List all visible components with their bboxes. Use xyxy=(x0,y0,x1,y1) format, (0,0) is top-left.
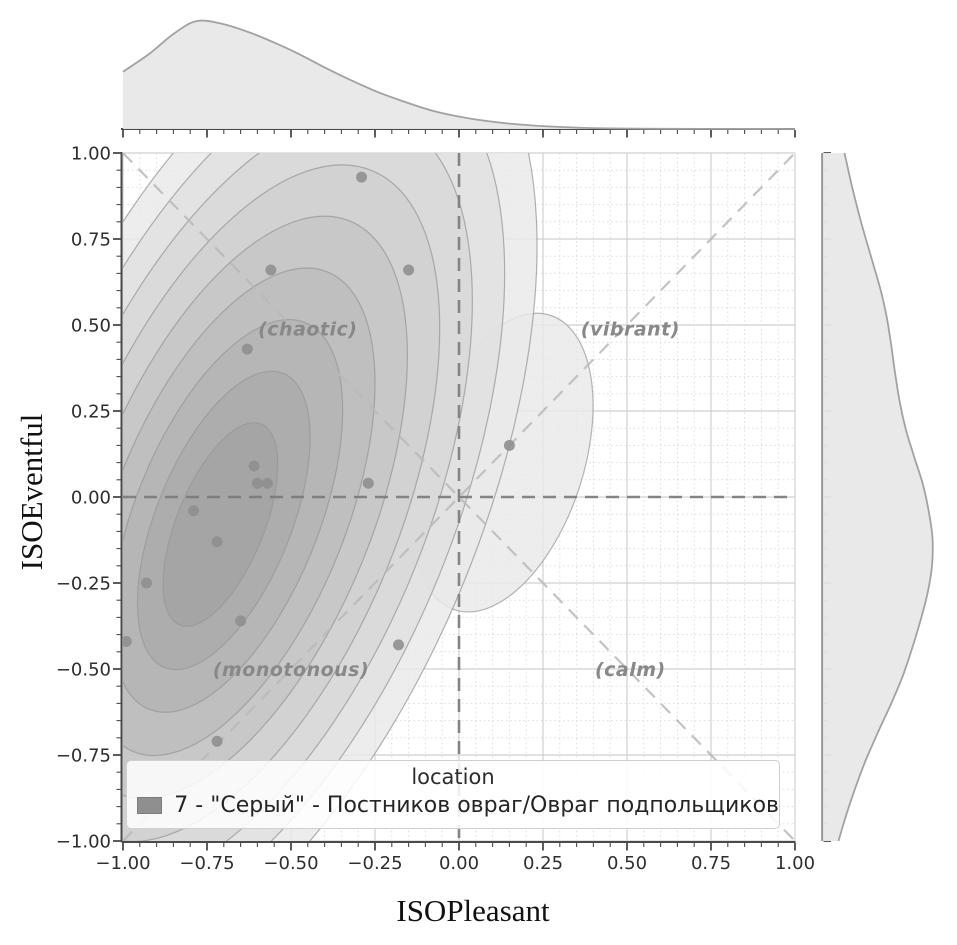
scatter-point xyxy=(251,477,263,489)
y-tick-label: −0.75 xyxy=(56,746,111,767)
quadrant-label: (chaotic) xyxy=(258,318,357,340)
kde-contours xyxy=(123,153,594,841)
y-tick-label: −0.25 xyxy=(56,574,111,595)
scatter-point xyxy=(211,536,223,548)
y-axis-title: ISOEventful xyxy=(14,413,49,571)
tick-labels: −1.00 −0.75 −0.50 −0.25 0.00 0.25 0.50 0.75 1.00… xyxy=(56,144,815,875)
y-tick-label: 0.75 xyxy=(71,230,111,251)
scatter-point xyxy=(141,577,153,589)
top-marginal-fill xyxy=(123,20,795,129)
scatter-point xyxy=(211,735,223,747)
legend-swatch xyxy=(137,797,163,814)
x-tick-label: 0.50 xyxy=(607,853,647,874)
scatter-point xyxy=(241,343,253,355)
kde-band-9 xyxy=(162,422,279,627)
scatter-point xyxy=(356,171,368,183)
legend-entry: 7 - "Серый" - Постников овраг/Овраг подп… xyxy=(137,793,779,818)
scatter-point xyxy=(393,639,405,651)
diagonal-chaotic-monotonous-line xyxy=(123,153,795,841)
right-marginal-fill xyxy=(822,153,933,841)
scatter-point xyxy=(403,264,415,276)
scatter-point xyxy=(123,635,132,647)
scatter-layer xyxy=(123,171,515,747)
x-tick-label: −0.25 xyxy=(347,853,402,874)
x-tick-label: 0.00 xyxy=(439,853,479,874)
x-tick-label: −0.50 xyxy=(263,853,318,874)
top-marginal-density xyxy=(122,19,796,130)
right-marginal-curve xyxy=(837,152,934,842)
y-tick-label: 0.50 xyxy=(71,316,111,337)
scatter-point xyxy=(188,505,200,517)
quadrant-labels: (chaotic) (vibrant) (monotonous) (calm) xyxy=(213,318,680,681)
x-axis-title: ISOPleasant xyxy=(396,893,550,928)
legend-title: location xyxy=(411,765,495,789)
zero-guides xyxy=(123,153,795,841)
x-tick-label: −0.75 xyxy=(179,853,234,874)
diagonal-guides xyxy=(123,153,795,841)
quadrant-label: (vibrant) xyxy=(581,318,680,340)
y-tick-label: −0.50 xyxy=(56,660,111,681)
y-tick-label: 0.00 xyxy=(71,488,111,509)
x-tick-label: 0.25 xyxy=(523,853,563,874)
y-tick-label: 0.25 xyxy=(71,402,111,423)
scatter-point xyxy=(503,439,515,451)
diagonal-calm-vibrant-line xyxy=(123,153,795,841)
scatter-point xyxy=(248,460,260,472)
y-tick-label: −1.00 xyxy=(56,832,111,853)
y-tick-label: 1.00 xyxy=(71,144,111,165)
legend-label: 7 - "Серый" - Постников овраг/Овраг подп… xyxy=(174,793,779,818)
legend: location 7 - "Серый" - Постников овраг/О… xyxy=(126,760,780,829)
right-marginal-density xyxy=(822,152,934,842)
top-marginal-curve xyxy=(122,19,796,130)
x-tick-label: 1.00 xyxy=(775,853,815,874)
scatter-point xyxy=(265,264,277,276)
scatter-point xyxy=(235,615,247,627)
x-tick-label: −1.00 xyxy=(95,853,150,874)
scatter-point xyxy=(362,477,374,489)
quadrant-label: (monotonous) xyxy=(213,659,369,681)
x-tick-label: 0.75 xyxy=(691,853,731,874)
scatter-point xyxy=(261,477,273,489)
quadrant-label: (calm) xyxy=(595,659,666,681)
